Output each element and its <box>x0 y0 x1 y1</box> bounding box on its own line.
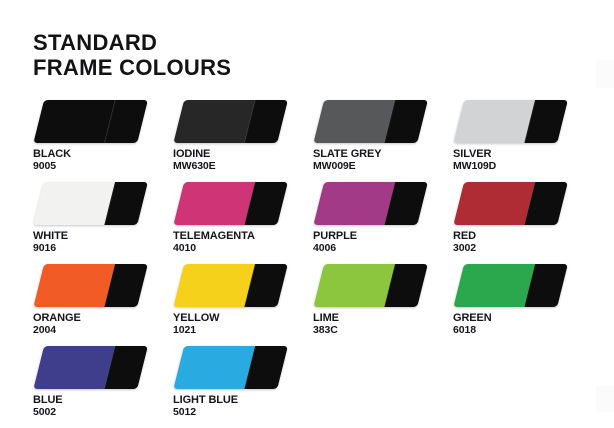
swatch-code: MW109D <box>453 160 497 172</box>
swatch-cell-slate-grey: SLATE GREY MW009E <box>313 100 453 182</box>
swatch-code: 9016 <box>33 242 56 254</box>
swatch-name: RED <box>453 230 476 242</box>
colour-swatch <box>33 346 148 389</box>
colour-swatch <box>33 264 148 307</box>
swatch-cell-yellow: YELLOW 1021 <box>173 264 313 346</box>
swatch-labels: YELLOW 1021 <box>173 312 313 336</box>
swatch-colour-area <box>173 346 255 389</box>
swatch-cell-red: RED 3002 <box>453 182 593 264</box>
swatch-cell-white: WHITE 9016 <box>33 182 173 264</box>
colour-swatch <box>173 100 288 143</box>
swatch-cell-lime: LIME 383C <box>313 264 453 346</box>
swatch-labels: BLACK 9005 <box>33 148 173 172</box>
colour-swatch <box>453 182 568 225</box>
swatch-code: 4006 <box>313 242 336 254</box>
swatch-code: 1021 <box>173 324 196 336</box>
swatch-code: 6018 <box>453 324 476 336</box>
swatch-name: LIGHT BLUE <box>173 394 238 406</box>
page-edge-artifact-top <box>596 60 614 88</box>
swatch-labels: PURPLE 4006 <box>313 230 453 254</box>
colour-swatch <box>173 264 288 307</box>
page-edge-artifact-bottom <box>596 386 614 412</box>
colour-swatch <box>173 182 288 225</box>
swatch-code: 9005 <box>33 160 56 172</box>
swatch-labels: SILVER MW109D <box>453 148 593 172</box>
swatch-colour-area <box>313 264 395 307</box>
swatch-cell-black: BLACK 9005 <box>33 100 173 182</box>
swatch-name: IODINE <box>173 148 211 160</box>
swatch-colour-area <box>33 182 115 225</box>
swatch-labels: ORANGE 2004 <box>33 312 173 336</box>
swatch-name: LIME <box>313 312 339 324</box>
swatch-colour-area <box>453 100 535 143</box>
swatch-colour-area <box>173 264 255 307</box>
swatch-name: BLACK <box>33 148 71 160</box>
colour-swatch <box>453 264 568 307</box>
swatch-grid: BLACK 9005 IODINE MW630E SLATE GREY MW00… <box>33 100 593 428</box>
swatch-code: 5012 <box>173 406 196 418</box>
swatch-colour-area <box>33 346 115 389</box>
swatch-labels: WHITE 9016 <box>33 230 173 254</box>
swatch-cell-green: GREEN 6018 <box>453 264 593 346</box>
swatch-colour-area <box>453 264 535 307</box>
swatch-name: GREEN <box>453 312 492 324</box>
swatch-code: 5002 <box>33 406 56 418</box>
swatch-name: SLATE GREY <box>313 148 382 160</box>
swatch-name: WHITE <box>33 230 68 242</box>
swatch-colour-area <box>313 182 395 225</box>
swatch-colour-area <box>173 100 255 143</box>
swatch-cell-iodine: IODINE MW630E <box>173 100 313 182</box>
swatch-name: PURPLE <box>313 230 358 242</box>
swatch-labels: LIGHT BLUE 5012 <box>173 394 313 418</box>
colour-swatch <box>173 346 288 389</box>
page-title-line2: FRAME COLOURS <box>33 55 232 80</box>
swatch-code: 4010 <box>173 242 196 254</box>
swatch-colour-area <box>313 100 395 143</box>
swatch-code: MW630E <box>173 160 216 172</box>
swatch-colour-area <box>173 182 255 225</box>
swatch-name: SILVER <box>453 148 492 160</box>
swatch-code: 3002 <box>453 242 476 254</box>
swatch-cell-blue: BLUE 5002 <box>33 346 173 428</box>
swatch-code: 2004 <box>33 324 56 336</box>
swatch-cell-light-blue: LIGHT BLUE 5012 <box>173 346 313 428</box>
swatch-labels: SLATE GREY MW009E <box>313 148 453 172</box>
colour-swatch <box>453 100 568 143</box>
swatch-labels: BLUE 5002 <box>33 394 173 418</box>
colour-swatch <box>313 182 428 225</box>
swatch-labels: RED 3002 <box>453 230 593 254</box>
swatch-colour-area <box>33 100 115 143</box>
colour-swatch <box>33 100 148 143</box>
swatch-labels: IODINE MW630E <box>173 148 313 172</box>
page-title: STANDARD FRAME COLOURS <box>33 30 231 80</box>
swatch-cell-silver: SILVER MW109D <box>453 100 593 182</box>
swatch-cell-telemagenta: TELEMAGENTA 4010 <box>173 182 313 264</box>
swatch-colour-area <box>453 182 535 225</box>
swatch-labels: LIME 383C <box>313 312 453 336</box>
colour-swatch <box>313 100 428 143</box>
swatch-cell-purple: PURPLE 4006 <box>313 182 453 264</box>
swatch-labels: TELEMAGENTA 4010 <box>173 230 313 254</box>
swatch-name: ORANGE <box>33 312 81 324</box>
swatch-cell-orange: ORANGE 2004 <box>33 264 173 346</box>
colour-swatch <box>33 182 148 225</box>
colour-swatch <box>313 264 428 307</box>
swatch-labels: GREEN 6018 <box>453 312 593 336</box>
swatch-name: YELLOW <box>173 312 220 324</box>
swatch-colour-area <box>33 264 115 307</box>
swatch-name: BLUE <box>33 394 63 406</box>
swatch-code: 383C <box>313 324 338 336</box>
page-title-line1: STANDARD <box>33 30 158 55</box>
swatch-code: MW009E <box>313 160 356 172</box>
swatch-name: TELEMAGENTA <box>173 230 255 242</box>
